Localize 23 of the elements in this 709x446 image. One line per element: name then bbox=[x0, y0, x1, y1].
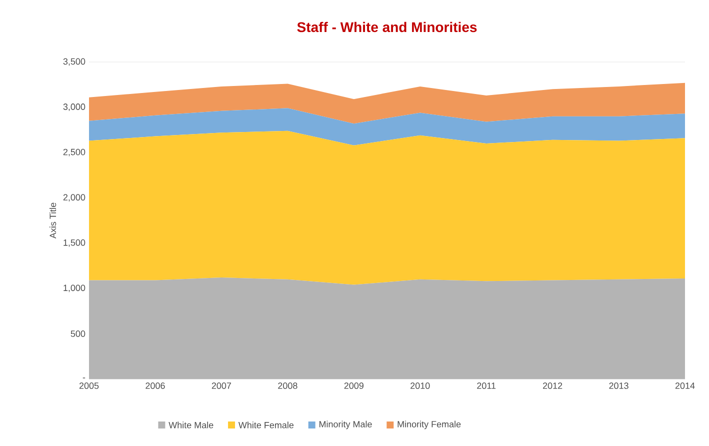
x-tick-label: 2010 bbox=[410, 382, 430, 389]
x-tick-label: 2009 bbox=[344, 382, 364, 389]
y-tick-label: 3,500 bbox=[63, 58, 86, 66]
y-axis-title: Axis Title bbox=[49, 202, 56, 239]
y-tick-label: 1,000 bbox=[64, 284, 86, 292]
x-tick-label: 2006 bbox=[146, 382, 165, 389]
y-tick-label: 2,000 bbox=[63, 194, 86, 202]
legend-label: White Male bbox=[168, 422, 214, 428]
legend-label: White Female bbox=[238, 422, 294, 428]
y-tick-label: 500 bbox=[70, 330, 86, 337]
x-tick-label: 2007 bbox=[212, 382, 231, 389]
x-tick-label: 2011 bbox=[477, 382, 496, 389]
x-tick-label: 2005 bbox=[79, 382, 99, 389]
legend-label: Minority Male bbox=[319, 420, 372, 430]
y-tick-label: 3,000 bbox=[63, 104, 86, 111]
x-tick-label: 2014 bbox=[675, 382, 695, 389]
y-tick-label: 1,500 bbox=[64, 239, 86, 247]
x-tick-label: 2013 bbox=[609, 382, 628, 389]
legend-label: Minority Female bbox=[398, 420, 461, 430]
x-tick-label: 2008 bbox=[278, 382, 298, 389]
chart-title: Staff - White and Minorities bbox=[297, 22, 477, 32]
x-tick-label: 2012 bbox=[542, 382, 562, 389]
y-tick-label: 2,500 bbox=[63, 148, 86, 156]
